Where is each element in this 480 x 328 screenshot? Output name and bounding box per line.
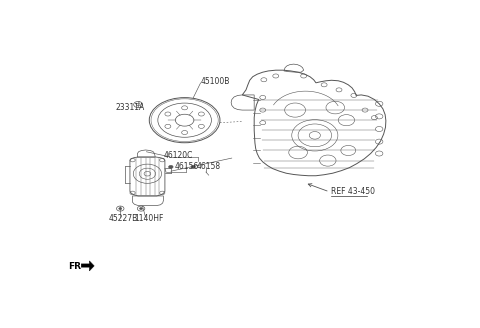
Text: FR: FR [68,262,81,271]
Text: 46158: 46158 [197,162,221,171]
Text: 46120C: 46120C [163,151,193,160]
Text: 45227B: 45227B [108,214,138,223]
Circle shape [191,165,195,168]
Circle shape [168,165,173,168]
Polygon shape [81,261,94,271]
Text: 46156: 46156 [175,162,199,171]
Circle shape [119,208,122,210]
Text: 45100B: 45100B [201,77,230,86]
Text: 23311A: 23311A [115,103,144,112]
Circle shape [140,208,143,210]
Text: 1140HF: 1140HF [134,214,164,223]
Text: REF 43-450: REF 43-450 [331,187,375,196]
